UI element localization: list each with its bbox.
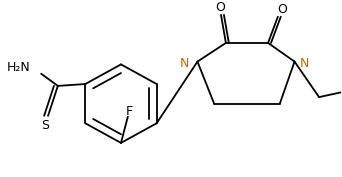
Text: N: N [180,57,189,70]
Text: O: O [277,3,287,16]
Text: F: F [126,105,133,118]
Text: S: S [41,119,49,132]
Text: H₂N: H₂N [6,61,30,74]
Text: N: N [300,57,309,70]
Text: O: O [215,1,225,14]
